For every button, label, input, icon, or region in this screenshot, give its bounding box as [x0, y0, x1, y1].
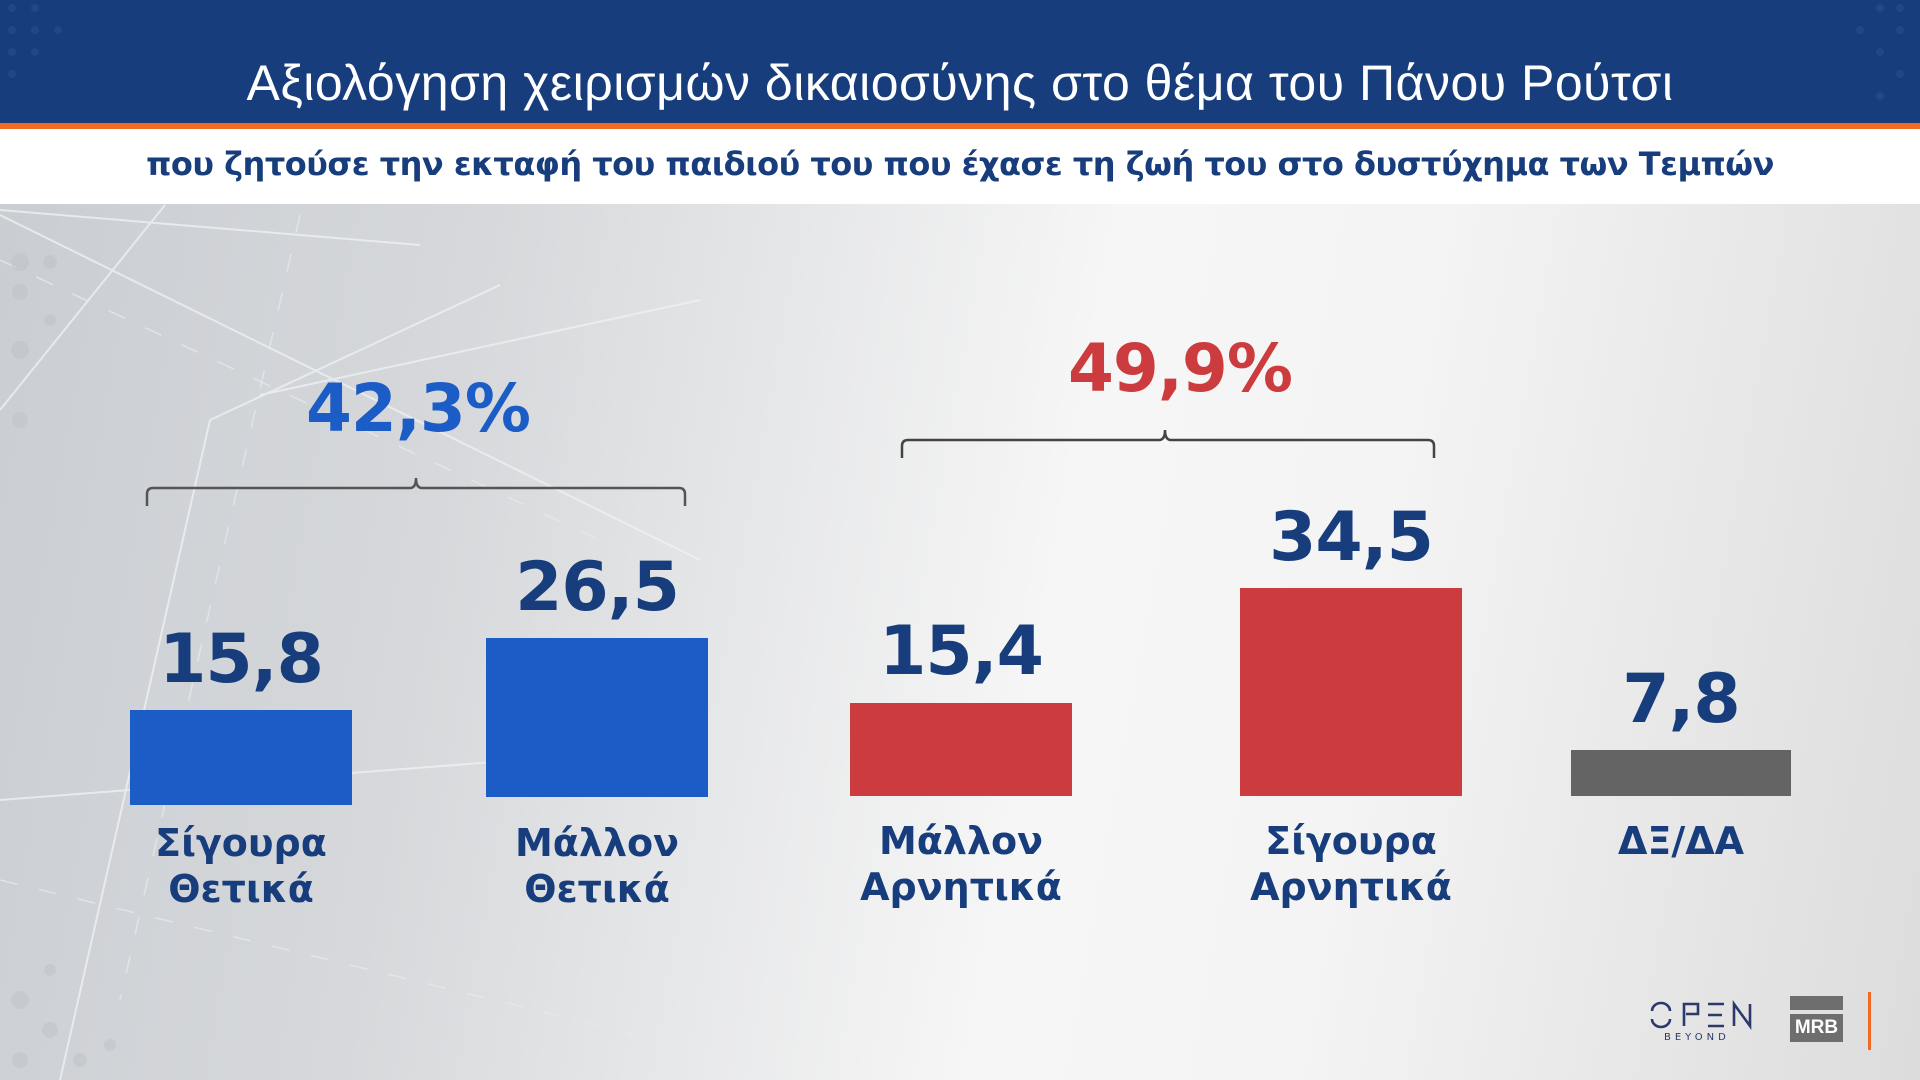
- logo-divider: [1868, 992, 1871, 1050]
- positive-total-label: 42,3%: [306, 370, 531, 447]
- bar-label-sigoura-thetika: Σίγουρα Θετικά: [100, 820, 382, 912]
- title-banner: Αξιολόγηση χειρισμών δικαιοσύνης στο θέμ…: [0, 0, 1920, 123]
- bar-label-line2: Θετικά: [168, 867, 314, 911]
- bar-label-mallon-thetika: Μάλλον Θετικά: [456, 820, 738, 912]
- bar-value-sigoura-arnitika: 34,5: [1269, 498, 1434, 577]
- chart-title: Αξιολόγηση χειρισμών δικαιοσύνης στο θέμ…: [246, 55, 1674, 111]
- bar-label-line2: Αρνητικά: [860, 865, 1062, 909]
- bar-label-line1: Μάλλον: [514, 821, 679, 865]
- positive-group-bracket: [145, 477, 687, 506]
- bar-value-dx-da: 7,8: [1622, 660, 1740, 739]
- bar-mallon-arnitika: [850, 703, 1072, 796]
- bar-sigoura-thetika: [130, 710, 352, 805]
- bar-label-line1: Μάλλον: [878, 819, 1043, 863]
- open-beyond-logo: BEYOND: [1650, 1000, 1760, 1048]
- subtitle-banner: που ζητούσε την εκταφή του παιδιού του π…: [0, 129, 1920, 204]
- open-logo-sub: BEYOND: [1664, 1032, 1730, 1043]
- bar-label-line1: Σίγουρα: [1265, 819, 1437, 863]
- mrb-logo: MRB: [1790, 996, 1843, 1046]
- negative-total-label: 49,9%: [1068, 330, 1293, 407]
- bar-value-mallon-thetika: 26,5: [515, 548, 680, 627]
- bar-mallon-thetika: [486, 638, 708, 797]
- bar-label-line1: ΔΞ/ΔΑ: [1617, 819, 1745, 863]
- open-logo-icon: [1650, 1000, 1752, 1030]
- bar-sigoura-arnitika: [1240, 588, 1462, 796]
- bar-value-sigoura-thetika: 15,8: [159, 620, 324, 699]
- bar-label-dx-da: ΔΞ/ΔΑ: [1541, 818, 1821, 864]
- bar-label-line2: Θετικά: [524, 867, 670, 911]
- bar-label-line1: Σίγουρα: [155, 821, 327, 865]
- bar-label-mallon-arnitika: Μάλλον Αρνητικά: [810, 818, 1112, 910]
- bar-value-mallon-arnitika: 15,4: [879, 612, 1044, 691]
- header-divider: [0, 123, 1920, 129]
- chart-subtitle: που ζητούσε την εκταφή του παιδιού του π…: [146, 145, 1774, 183]
- mrb-logo-top-bar: [1790, 996, 1843, 1010]
- header-dots-decoration: [8, 4, 1904, 100]
- bar-label-line2: Αρνητικά: [1250, 865, 1452, 909]
- bar-dx-da: [1571, 750, 1791, 796]
- mrb-logo-text: MRB: [1790, 1014, 1843, 1042]
- negative-group-bracket: [900, 429, 1436, 458]
- bar-label-sigoura-arnitika: Σίγουρα Αρνητικά: [1200, 818, 1502, 910]
